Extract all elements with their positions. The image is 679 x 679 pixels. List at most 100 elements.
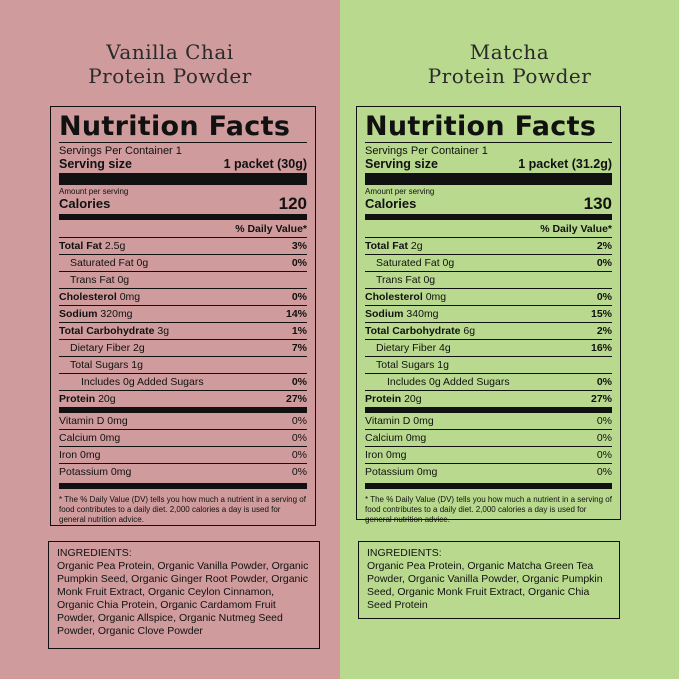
serving-size-label: Serving size <box>59 157 132 171</box>
nutrient-row-total-fat: Total Fat 2.5g 3% <box>59 238 307 255</box>
product-title-line1: Matcha <box>469 40 550 64</box>
vitamin-row-iron: Iron 0mg 0% <box>59 447 307 464</box>
vitamin-row-calcium: Calcium 0mg 0% <box>59 430 307 447</box>
nutrient-name: Saturated Fat 0g <box>376 257 455 269</box>
nutrient-name: Sodium <box>59 308 98 320</box>
nutrient-row-cholesterol: Cholesterol 0mg 0% <box>365 289 612 306</box>
nutrient-dv: 1% <box>291 325 307 337</box>
ingredients-heading: INGREDIENTS: <box>367 547 442 559</box>
calories-row: Calories 120 <box>59 194 307 214</box>
nutrient-dv: 0% <box>596 257 612 269</box>
nutrient-name: Total Carbohydrate <box>365 325 461 337</box>
thick-divider <box>365 173 612 185</box>
vitamin-dv: 0% <box>291 415 307 427</box>
nutrient-dv: 0% <box>291 376 307 388</box>
nutrient-name: Total Fat <box>59 240 102 252</box>
calories-value: 120 <box>278 194 307 213</box>
vitamin-row-vitamin-d: Vitamin D 0mg 0% <box>365 413 612 430</box>
product-title-line2: Protein Powder <box>88 64 252 88</box>
product-title-line1: Vanilla Chai <box>106 40 234 64</box>
nutrient-amount: 2.5g <box>104 240 126 252</box>
nutrient-name: Cholesterol <box>365 291 423 303</box>
daily-value-header: % Daily Value* <box>59 220 307 238</box>
vitamin-row-potassium: Potassium 0mg 0% <box>59 464 307 480</box>
vitamin-name: Potassium 0mg <box>365 466 438 478</box>
product-title: Matcha Protein Powder <box>340 40 679 88</box>
vitamin-name: Calcium 0mg <box>59 432 121 444</box>
amount-per-serving: Amount per serving <box>365 187 435 196</box>
nutrient-name: Total Carbohydrate <box>59 325 155 337</box>
vitamin-dv: 0% <box>291 432 307 444</box>
nutrient-dv: 16% <box>590 342 612 354</box>
nutrient-row-total-carbohydrate: Total Carbohydrate 3g 1% <box>59 323 307 340</box>
nutrient-name: Protein <box>365 393 402 405</box>
nutrient-name: Trans Fat 0g <box>70 274 130 286</box>
vitamin-name: Iron 0mg <box>365 449 407 461</box>
daily-value-footnote: * The % Daily Value (DV) tells you how m… <box>365 495 612 524</box>
nutrient-name: Dietary Fiber 4g <box>376 342 451 354</box>
nutrient-row-saturated-fat: Saturated Fat 0g 0% <box>365 255 612 272</box>
footer-divider <box>59 483 307 489</box>
nutrient-dv: 27% <box>590 393 612 405</box>
vitamin-name: Potassium 0mg <box>59 466 132 478</box>
vitamin-name: Vitamin D 0mg <box>365 415 434 427</box>
nutrient-dv: 15% <box>590 308 612 320</box>
protein-divider <box>59 407 307 413</box>
vitamin-dv: 0% <box>596 415 612 427</box>
nutrient-name: Cholesterol <box>59 291 117 303</box>
ingredients-list: Organic Pea Protein, Organic Matcha Gree… <box>367 560 603 611</box>
nutrient-row-protein: Protein 20g 27% <box>59 391 307 407</box>
nutrient-name: Includes 0g Added Sugars <box>81 376 204 388</box>
daily-value-footnote: * The % Daily Value (DV) tells you how m… <box>59 495 306 524</box>
nutrient-dv: 14% <box>285 308 307 320</box>
daily-value-header: % Daily Value* <box>365 220 612 238</box>
serving-size-row: Serving size 1 packet (30g) <box>59 157 307 172</box>
nutrient-row-protein: Protein 20g 27% <box>365 391 612 407</box>
nutrient-name: Includes 0g Added Sugars <box>387 376 510 388</box>
vitamin-row-calcium: Calcium 0mg 0% <box>365 430 612 447</box>
vitamin-dv: 0% <box>596 466 612 478</box>
nutrient-row-added-sugars: Includes 0g Added Sugars 0% <box>59 374 307 391</box>
nutrient-row-dietary-fiber: Dietary Fiber 4g 16% <box>365 340 612 357</box>
nutrient-row-cholesterol: Cholesterol 0mg 0% <box>59 289 307 306</box>
serving-size-value: 1 packet (30g) <box>223 157 307 171</box>
nutrition-facts-label: Nutrition Facts Servings Per Container 1… <box>356 106 621 524</box>
nutrient-dv: 3% <box>291 240 307 252</box>
nutrient-amount: 320mg <box>100 308 133 320</box>
nutrient-row-sodium: Sodium 320mg 14% <box>59 306 307 323</box>
vitamin-dv: 0% <box>596 432 612 444</box>
ingredients-box: INGREDIENTS: Organic Pea Protein, Organi… <box>48 541 320 649</box>
nutrient-name: Trans Fat 0g <box>376 274 436 286</box>
nutrient-dv: 27% <box>285 393 307 405</box>
vitamin-dv: 0% <box>291 466 307 478</box>
vanilla-chai-panel: Vanilla Chai Protein Powder Nutrition Fa… <box>0 0 340 679</box>
nutrient-name: Protein <box>59 393 96 405</box>
servings-per-container: Servings Per Container 1 <box>365 145 488 157</box>
serving-size-label: Serving size <box>365 157 438 171</box>
nutrient-dv: 2% <box>596 325 612 337</box>
vitamin-dv: 0% <box>596 449 612 461</box>
ingredients-list: Organic Pea Protein, Organic Vanilla Pow… <box>57 560 309 637</box>
vitamin-name: Iron 0mg <box>59 449 101 461</box>
servings-per-container: Servings Per Container 1 <box>59 145 182 157</box>
nutrient-amount: 2g <box>410 240 423 252</box>
nutrient-amount: 340mg <box>406 308 439 320</box>
nutrient-amount: 20g <box>404 393 422 405</box>
nutrient-row-added-sugars: Includes 0g Added Sugars 0% <box>365 374 612 391</box>
product-title-line2: Protein Powder <box>427 64 592 88</box>
nutrient-amount: 0mg <box>119 291 141 303</box>
vitamin-name: Calcium 0mg <box>365 432 427 444</box>
nutrient-amount: 0mg <box>425 291 447 303</box>
product-title: Vanilla Chai Protein Powder <box>0 40 340 88</box>
vitamin-dv: 0% <box>291 449 307 461</box>
vitamin-name: Vitamin D 0mg <box>59 415 128 427</box>
nutrient-dv: 0% <box>596 376 612 388</box>
footer-divider <box>365 483 612 489</box>
ingredients-box: INGREDIENTS: Organic Pea Protein, Organi… <box>358 541 620 619</box>
ingredients-heading: INGREDIENTS: <box>57 547 132 559</box>
protein-divider <box>365 407 612 413</box>
nutrient-row-dietary-fiber: Dietary Fiber 2g 7% <box>59 340 307 357</box>
nutrient-row-sodium: Sodium 340mg 15% <box>365 306 612 323</box>
serving-size-row: Serving size 1 packet (31.2g) <box>365 157 612 172</box>
